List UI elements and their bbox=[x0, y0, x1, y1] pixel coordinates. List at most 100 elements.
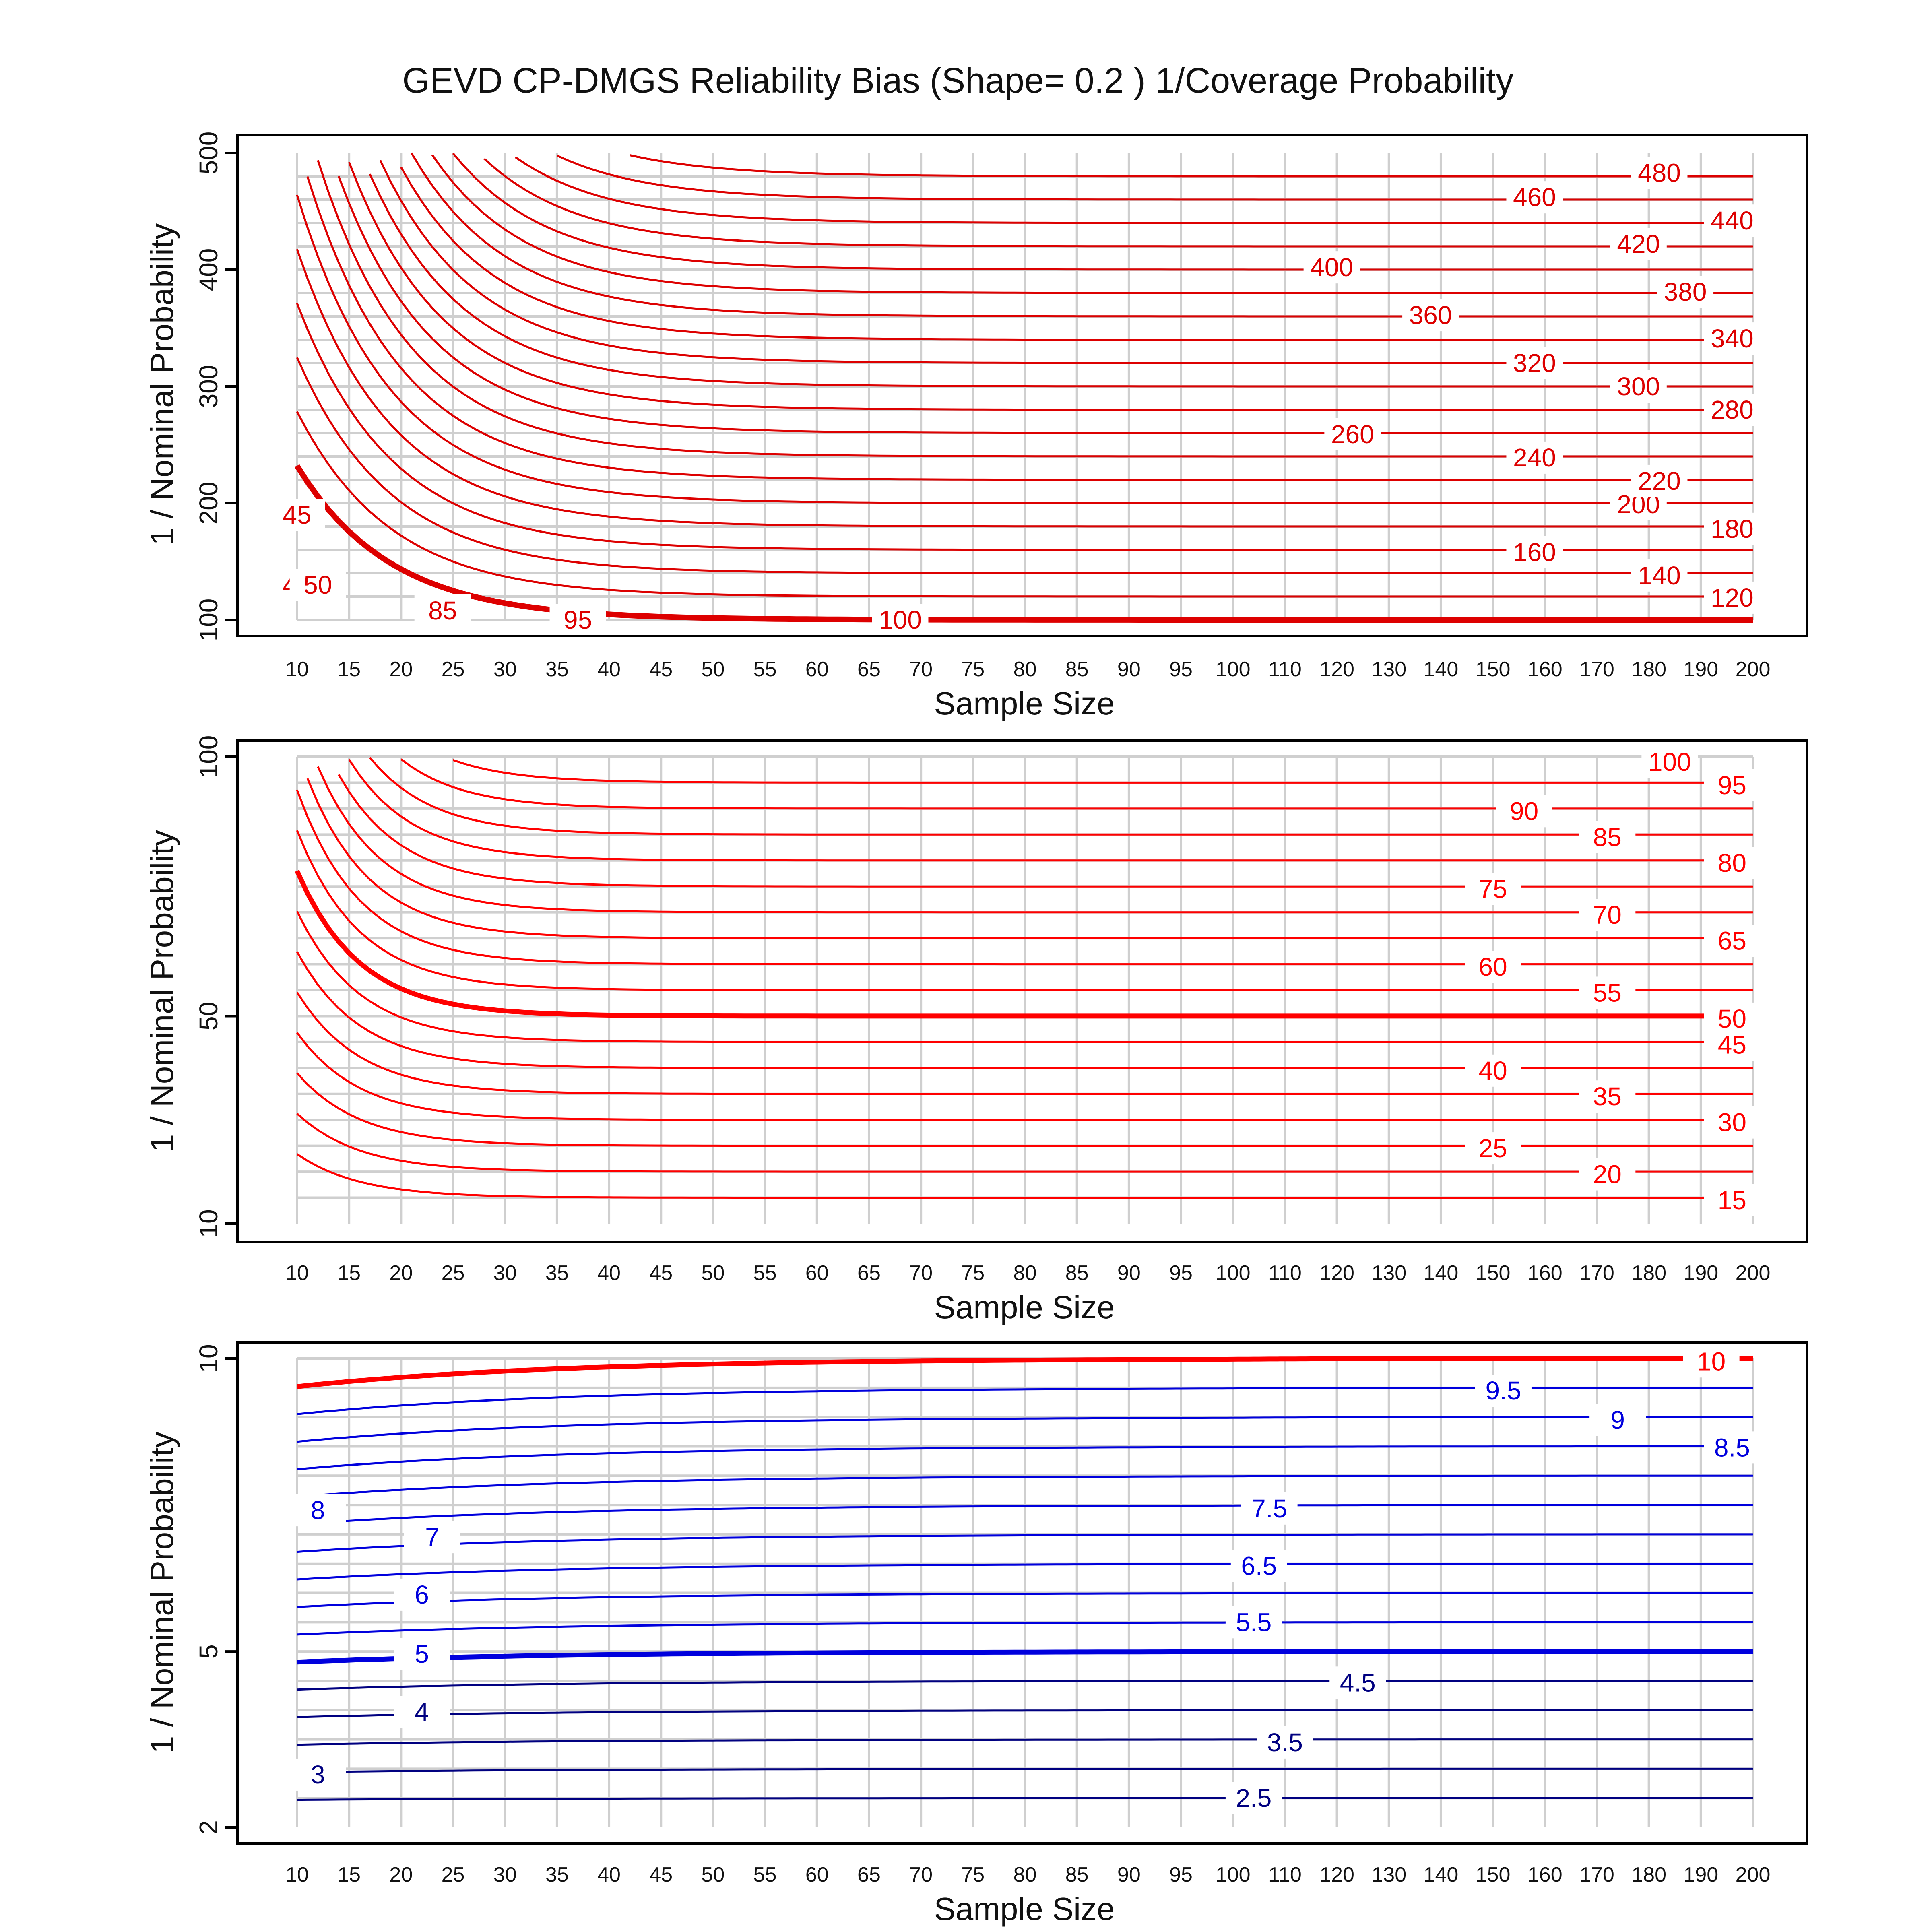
contour-line bbox=[296, 789, 1753, 966]
x-tick-label: 55 bbox=[753, 1261, 777, 1285]
contour-label: 4.5 bbox=[1340, 1668, 1376, 1697]
contour-label: 85 bbox=[1593, 823, 1622, 852]
contour-line bbox=[296, 951, 1753, 1069]
x-tick-label: 40 bbox=[597, 1863, 621, 1887]
x-tick-label: 160 bbox=[1527, 658, 1563, 681]
x-tick-label: 85 bbox=[1065, 1863, 1089, 1887]
contour-line bbox=[630, 154, 1753, 178]
contour-label-background bbox=[1465, 1132, 1521, 1165]
contour-label: 260 bbox=[1331, 420, 1374, 449]
panel-bottom-contour-labels: 2.5 3 3.5 4 4.5 5 5.5 6 6.5 7 7.5 8 8.5 9 9.5 10 bbox=[289, 1345, 1761, 1814]
contour-label: 420 bbox=[1617, 229, 1660, 258]
contour-label-background bbox=[1657, 276, 1714, 308]
chart-title: GEVD CP-DMGS Reliability Bias (Shape= 0.… bbox=[402, 60, 1514, 100]
contour-line bbox=[306, 778, 1753, 939]
panel-top: 40 45 50 85 95 100 120 140 160 180 200 220 240 260 280… bbox=[144, 132, 1808, 721]
contour-line bbox=[296, 1032, 1753, 1121]
contour-label: 120 bbox=[1711, 583, 1754, 612]
x-tick-label: 80 bbox=[1013, 1261, 1037, 1285]
x-tick-label: 130 bbox=[1371, 658, 1406, 681]
contour-label-background bbox=[1704, 925, 1761, 957]
x-tick-label: 10 bbox=[285, 1863, 309, 1887]
panel-middle-frame bbox=[236, 739, 1808, 1243]
contour-label: 70 bbox=[1593, 900, 1622, 929]
contour-label-background bbox=[1465, 951, 1521, 983]
contour-line bbox=[295, 464, 1753, 623]
contour-label: 60 bbox=[1479, 952, 1507, 981]
x-tick-label: 110 bbox=[1268, 658, 1302, 681]
contour-label: 300 bbox=[1617, 372, 1660, 401]
x-tick-label: 120 bbox=[1319, 1863, 1354, 1887]
y-tick-label: 100 bbox=[194, 735, 223, 778]
x-tick-label: 35 bbox=[545, 658, 569, 681]
contour-label-background bbox=[1704, 1106, 1761, 1139]
y-tick-label: 10 bbox=[194, 1209, 223, 1238]
x-tick-label: 130 bbox=[1371, 1261, 1406, 1285]
contour-label: 4 bbox=[415, 1697, 429, 1726]
contour-line bbox=[296, 1072, 1753, 1147]
contour-label-background bbox=[1506, 181, 1563, 214]
contour-label: 20 bbox=[1593, 1160, 1622, 1189]
contour-line bbox=[515, 156, 1753, 224]
x-tick-label: 30 bbox=[493, 1863, 517, 1887]
y-tick-label: 300 bbox=[194, 365, 223, 408]
contour-label: 6.5 bbox=[1241, 1552, 1277, 1581]
contour-label-background bbox=[1324, 418, 1381, 450]
x-tick-label: 140 bbox=[1424, 1261, 1459, 1285]
x-tick-label: 65 bbox=[857, 658, 881, 681]
x-tick-label: 170 bbox=[1579, 1261, 1614, 1285]
contour-label: 280 bbox=[1711, 395, 1754, 424]
panel-middle-y-ticks: 10 50 100 bbox=[194, 735, 237, 1238]
contour-line bbox=[297, 1445, 1753, 1470]
contour-line bbox=[297, 1767, 1753, 1773]
contour-label-background bbox=[1506, 347, 1563, 379]
x-tick-label: 95 bbox=[1169, 1261, 1193, 1285]
contour-label: 15 bbox=[1718, 1186, 1746, 1215]
x-tick-label: 55 bbox=[753, 658, 777, 681]
y-tick-label: 200 bbox=[194, 482, 223, 525]
x-tick-label: 35 bbox=[545, 1261, 569, 1285]
contour-label: 7 bbox=[425, 1523, 440, 1552]
contour-label-background bbox=[289, 1758, 346, 1791]
contour-line bbox=[295, 870, 1753, 1019]
contour-label-background bbox=[1225, 1782, 1282, 1814]
contour-label: 100 bbox=[1648, 747, 1691, 776]
contour-label-background bbox=[1631, 559, 1688, 592]
contour-label-background bbox=[1704, 204, 1761, 237]
x-tick-label: 70 bbox=[909, 658, 933, 681]
y-tick-label: 2 bbox=[194, 1820, 223, 1835]
contour-line bbox=[317, 160, 1753, 458]
contour-label-background bbox=[1475, 1375, 1532, 1407]
contour-label: 100 bbox=[879, 605, 922, 634]
x-tick-label: 70 bbox=[909, 1863, 933, 1887]
x-tick-label: 15 bbox=[337, 1863, 361, 1887]
x-tick-label: 180 bbox=[1631, 1863, 1666, 1887]
panel-bottom-y-axis-title: 1 / Nominal Probability bbox=[144, 1432, 180, 1754]
contour-label-background bbox=[1579, 821, 1636, 853]
y-tick-label: 500 bbox=[194, 132, 223, 175]
x-tick-label: 30 bbox=[493, 1261, 517, 1285]
x-tick-label: 10 bbox=[285, 658, 309, 681]
x-tick-label: 60 bbox=[805, 658, 829, 681]
x-tick-label: 60 bbox=[805, 1863, 829, 1887]
x-tick-label: 50 bbox=[702, 1261, 725, 1285]
contour-line bbox=[297, 1474, 1753, 1498]
contour-label-background bbox=[1579, 1158, 1636, 1191]
contour-label-background bbox=[394, 1696, 450, 1728]
x-tick-label: 85 bbox=[1065, 658, 1089, 681]
x-tick-label: 25 bbox=[442, 1863, 465, 1887]
x-tick-label: 170 bbox=[1579, 1863, 1614, 1887]
x-tick-label: 90 bbox=[1117, 1261, 1141, 1285]
contour-line bbox=[297, 1592, 1753, 1608]
contour-label: 95 bbox=[1718, 771, 1746, 800]
contour-label: 7.5 bbox=[1251, 1494, 1287, 1523]
contour-label-background bbox=[1257, 1726, 1313, 1759]
contour-line bbox=[400, 758, 1753, 810]
contour-label: 10 bbox=[1697, 1347, 1726, 1376]
x-tick-label: 140 bbox=[1424, 658, 1459, 681]
x-tick-label: 30 bbox=[493, 658, 517, 681]
